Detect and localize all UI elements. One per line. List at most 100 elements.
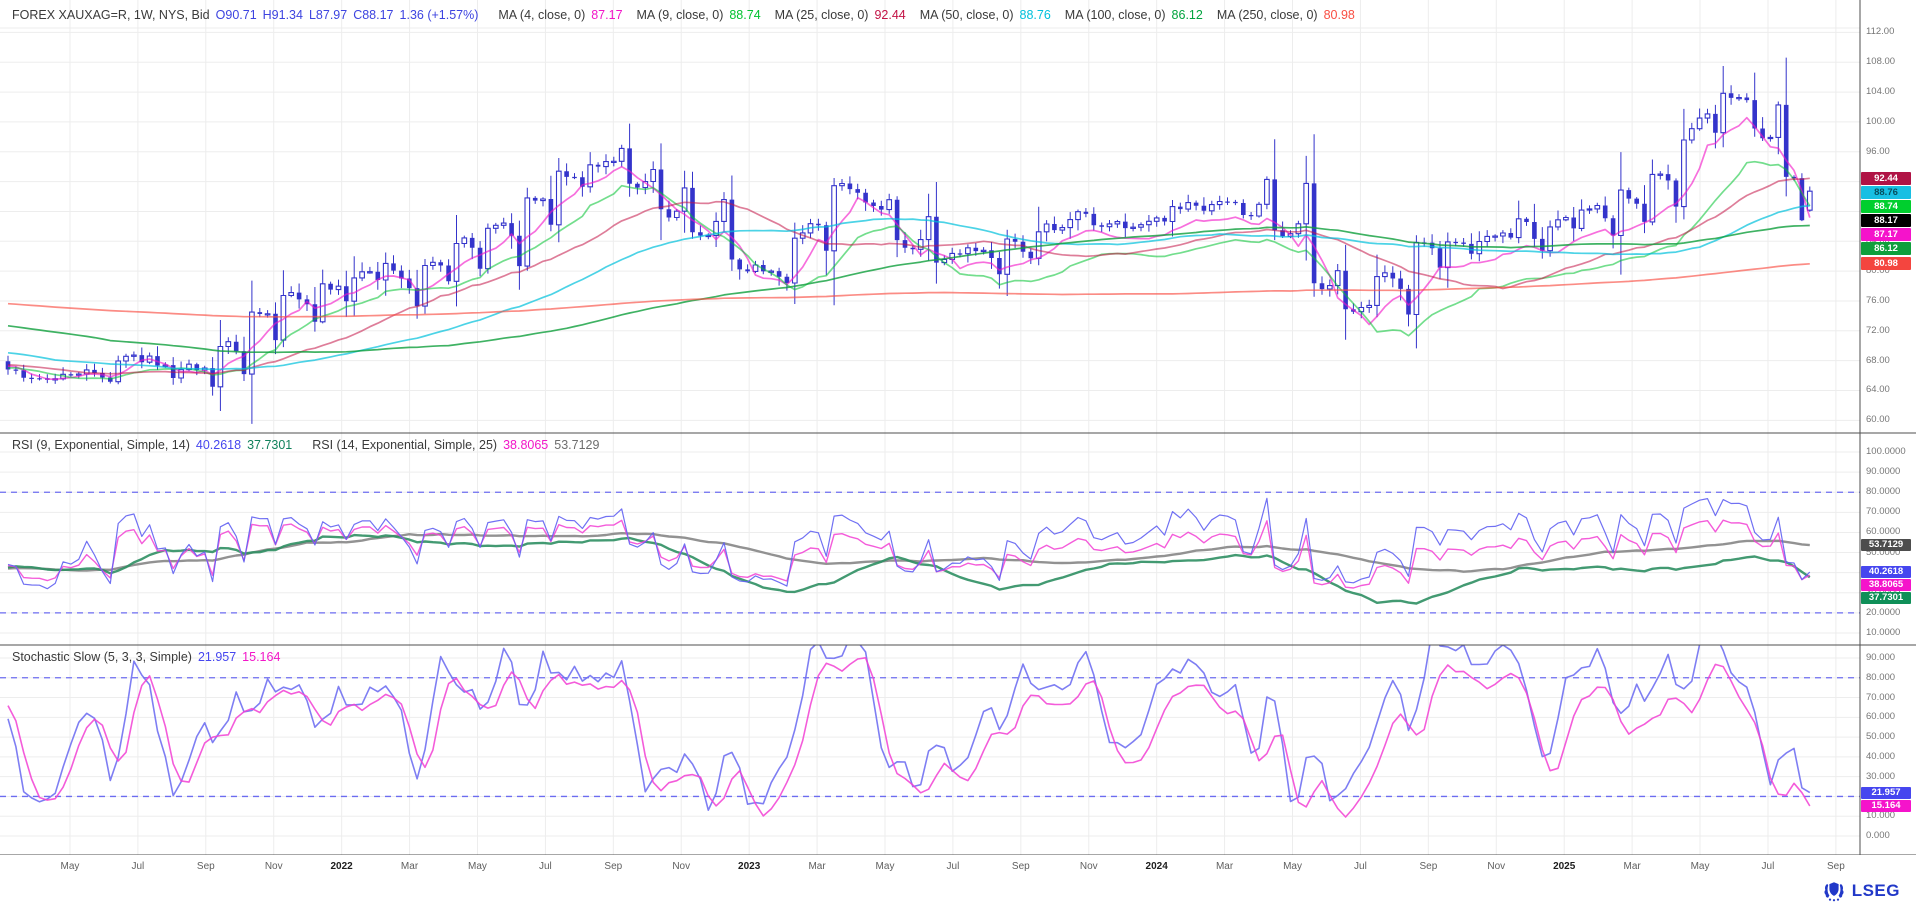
ma-legend-item[interactable]: MA (25, close, 0) 92.44 xyxy=(775,8,906,22)
rsi9-label: RSI (9, Exponential, Simple, 14) xyxy=(12,438,190,452)
price-axis-column[interactable]: 112.00108.00104.00100.0096.0092.0088.008… xyxy=(1860,0,1916,855)
ma-line-50 xyxy=(7,204,1810,371)
high-value: H91.34 xyxy=(262,8,303,22)
axis-badge: 15.164 xyxy=(1861,799,1911,812)
time-axis-month-label: Mar xyxy=(400,861,419,872)
ma-label: MA (9, close, 0) xyxy=(636,8,724,22)
ma-line-100 xyxy=(7,224,1810,354)
ma-line-4 xyxy=(7,116,1811,381)
axis-tick-label: 90.000 xyxy=(1866,652,1896,663)
rsi-legend[interactable]: RSI (9, Exponential, Simple, 14) 40.2618… xyxy=(12,438,599,452)
time-axis-month-label: Sep xyxy=(604,861,623,872)
rsi-line-0 xyxy=(7,497,1811,590)
axis-tick-label: 40.000 xyxy=(1866,750,1896,762)
time-axis-month-label: Nov xyxy=(672,861,691,872)
low-value: L87.97 xyxy=(308,8,348,22)
axis-tick-label: 104.00 xyxy=(1866,86,1896,98)
ma-label: MA (25, close, 0) xyxy=(774,8,869,22)
axis-tick-label: 80.00 xyxy=(1866,265,1890,277)
ma-legend-item[interactable]: MA (9, close, 0) 88.74 xyxy=(637,8,761,22)
stoch-k-value: 21.957 xyxy=(197,650,237,664)
rsi9-signal-value: 37.7301 xyxy=(247,438,293,452)
axis-tick-label: 20.0000 xyxy=(1866,606,1901,618)
axis-tick-label: 50.000 xyxy=(1866,731,1896,743)
stoch-d-value: 15.164 xyxy=(242,650,281,664)
axis-tick-label: 108.00 xyxy=(1866,56,1896,68)
time-axis-month-label: May xyxy=(1690,861,1710,872)
axis-badge: 21.957 xyxy=(1861,786,1911,799)
change-value: 1.36 (+1.57%) xyxy=(399,8,479,22)
time-axis-month-label: Sep xyxy=(1826,861,1845,872)
ma-legend-item[interactable]: MA (250, close, 0) 80.98 xyxy=(1217,8,1355,22)
price-panel xyxy=(5,57,1813,424)
time-axis-month-label: Nov xyxy=(264,861,283,872)
axis-badge: 86.12 xyxy=(1861,241,1911,255)
close-value: C88.17 xyxy=(353,8,394,22)
time-axis-year-label: 2024 xyxy=(1145,861,1168,872)
stoch-label: Stochastic Slow (5, 3, 3, Simple) xyxy=(12,650,192,664)
axis-tick-label: 70.000 xyxy=(1866,691,1896,703)
ma-legend-group: MA (4, close, 0) 87.17 MA (9, close, 0) 88.… xyxy=(484,8,1354,22)
rsi14-value: 38.8065 xyxy=(503,438,549,452)
axis-tick-label: 100.0000 xyxy=(1866,446,1906,457)
axis-tick-label: 0.000 xyxy=(1866,830,1890,842)
ma-label: MA (50, close, 0) xyxy=(919,8,1014,22)
axis-tick-label: 60.0000 xyxy=(1866,526,1901,538)
axis-tick-label: 10.000 xyxy=(1866,810,1896,822)
rsi-line-2 xyxy=(7,519,1811,589)
time-axis-year-label: 2025 xyxy=(1553,861,1576,872)
ma-value: 88.74 xyxy=(729,8,761,22)
lseg-logo-icon xyxy=(1824,882,1844,902)
axis-tick-label: 112.00 xyxy=(1866,26,1895,38)
axis-badge: 53.7129 xyxy=(1861,539,1911,552)
ma-line-25 xyxy=(7,177,1810,375)
time-axis-month-label: May xyxy=(468,861,487,872)
gridlines xyxy=(0,0,1860,855)
axis-tick-label: 30.000 xyxy=(1866,770,1896,782)
footer: LSEG xyxy=(0,879,1916,905)
axis-tick-label: 60.000 xyxy=(1866,711,1896,723)
lseg-brand: LSEG xyxy=(1822,880,1900,902)
axis-badge: 80.98 xyxy=(1861,257,1911,271)
axis-badge: 40.2618 xyxy=(1861,566,1911,579)
ma-legend-item[interactable]: MA (4, close, 0) 87.17 xyxy=(498,8,622,22)
time-axis-month-label: Nov xyxy=(1079,861,1098,872)
ma-value: 88.76 xyxy=(1019,8,1051,22)
axis-tick-label: 70.0000 xyxy=(1866,506,1901,518)
time-axis-month-label: Mar xyxy=(1215,861,1234,872)
ma-value: 87.17 xyxy=(591,8,623,22)
time-axis[interactable]: May Jul Sep Nov 2022 Mar May Jul Sep Nov 2023 Mar Ma… xyxy=(0,855,1916,879)
up-candles xyxy=(52,92,1813,388)
rsi14-label: RSI (14, Exponential, Simple, 25) xyxy=(312,438,498,452)
axis-badge: 37.7301 xyxy=(1861,592,1911,605)
axis-badge: 88.76 xyxy=(1861,185,1911,199)
time-axis-month-label: Mar xyxy=(808,861,826,872)
time-axis-month-label: May xyxy=(60,861,80,872)
rsi-line-1 xyxy=(7,533,1811,605)
time-axis-month-label: Nov xyxy=(1487,861,1506,872)
axis-badge: 92.44 xyxy=(1861,171,1911,185)
ma-legend-item[interactable]: MA (50, close, 0) 88.76 xyxy=(920,8,1051,22)
time-axis-month-label: Sep xyxy=(1419,861,1438,872)
instrument-title: FOREX XAUXAG=R, 1W, NYS, Bid xyxy=(12,8,210,22)
ma-label: MA (100, close, 0) xyxy=(1064,8,1166,22)
axis-tick-label: 64.00 xyxy=(1866,384,1890,396)
time-axis-month-label: Jul xyxy=(1761,861,1775,872)
axis-tick-label: 60.00 xyxy=(1866,414,1890,426)
price-legend[interactable]: FOREX XAUXAG=R, 1W, NYS, Bid O90.71 H91.… xyxy=(12,8,1355,22)
ma-value: 86.12 xyxy=(1171,8,1203,22)
stoch-legend[interactable]: Stochastic Slow (5, 3, 3, Simple) 21.957… xyxy=(12,650,280,664)
time-axis-month-label: Sep xyxy=(1011,861,1030,872)
ma-legend-item[interactable]: MA (100, close, 0) 86.12 xyxy=(1065,8,1203,22)
ma-label: MA (250, close, 0) xyxy=(1216,8,1318,22)
axis-badge: 87.17 xyxy=(1861,227,1911,241)
time-axis-year-label: 2023 xyxy=(738,861,761,872)
rsi9-value: 40.2618 xyxy=(195,438,242,452)
time-axis-month-label: Sep xyxy=(196,861,215,872)
axis-tick-label: 80.000 xyxy=(1866,671,1896,683)
ma-label: MA (4, close, 0) xyxy=(498,8,586,22)
axis-tick-label: 80.0000 xyxy=(1866,486,1901,498)
axis-badge: 38.8065 xyxy=(1861,579,1911,592)
